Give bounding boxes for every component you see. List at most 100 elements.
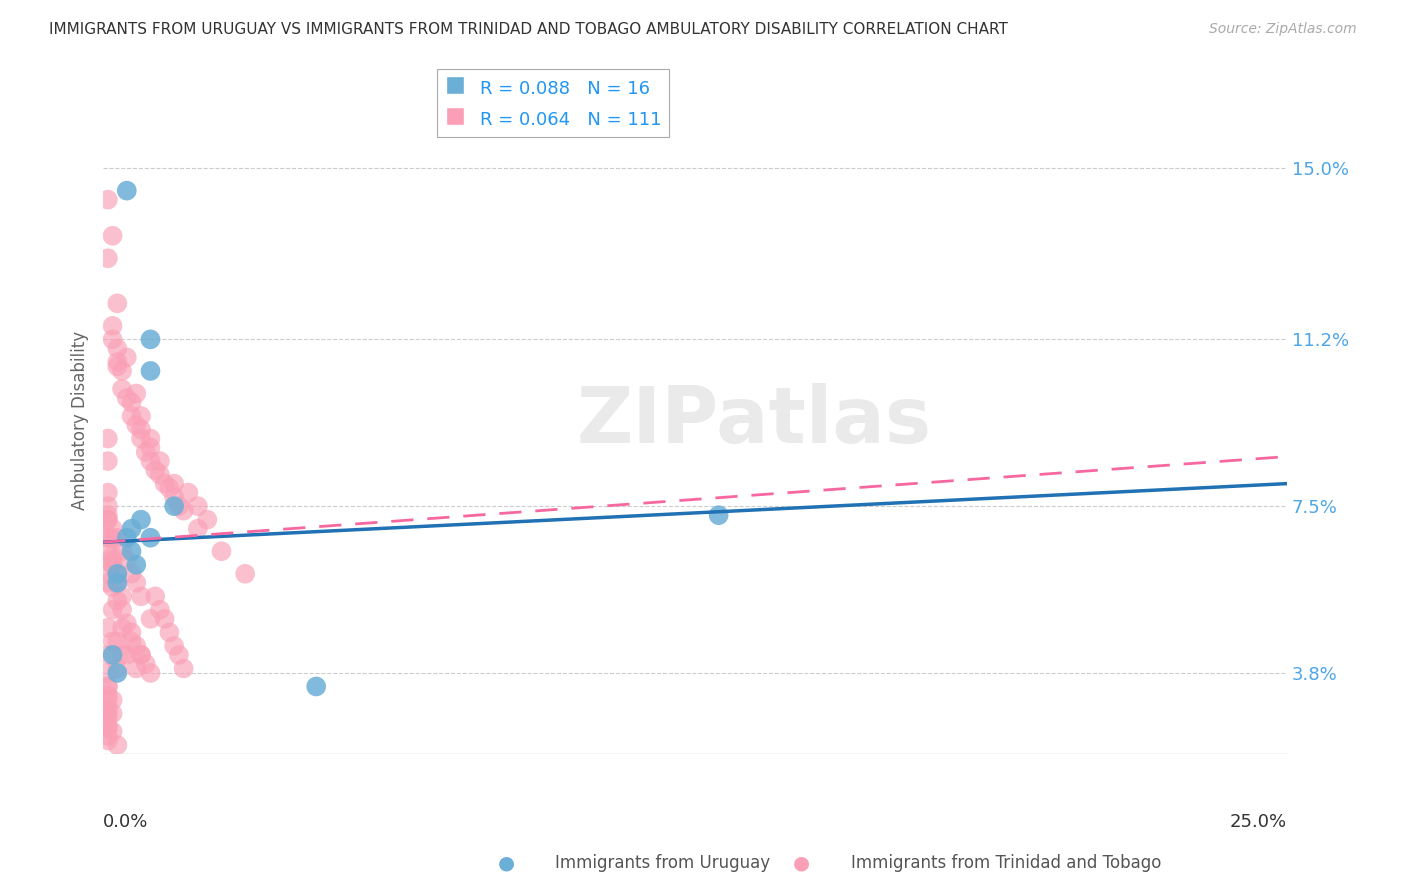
Point [163, 490, 186, 504]
Point [139, 432, 162, 446]
Point [135, 445, 157, 459]
Point [97, 513, 120, 527]
Point [97, 531, 120, 545]
Point [97, 193, 120, 207]
Point [139, 612, 162, 626]
Point [129, 432, 152, 446]
Point [105, 575, 128, 590]
Point [211, 544, 233, 558]
Point [101, 318, 124, 333]
Point [101, 580, 124, 594]
Point [139, 531, 162, 545]
Point [121, 634, 143, 648]
Point [97, 648, 120, 662]
Point [135, 657, 157, 671]
Point [101, 228, 124, 243]
Point [163, 499, 186, 513]
Point [121, 395, 143, 409]
Point [125, 558, 148, 572]
Point [125, 661, 148, 675]
Point [157, 481, 180, 495]
Point [101, 522, 124, 536]
Point [105, 738, 128, 752]
Point [129, 648, 152, 662]
Point [187, 522, 209, 536]
Point [177, 485, 200, 500]
Point [115, 531, 138, 545]
Point [125, 639, 148, 653]
Point [105, 594, 128, 608]
Point [101, 648, 124, 662]
Point [97, 693, 120, 707]
Point [143, 463, 166, 477]
Point [105, 575, 128, 590]
Point [111, 544, 134, 558]
Point [111, 590, 134, 604]
Point [101, 634, 124, 648]
Text: Immigrants from Uruguay: Immigrants from Uruguay [555, 855, 770, 872]
Point [139, 441, 162, 455]
Point [157, 625, 180, 640]
Point [121, 522, 143, 536]
Point [233, 566, 256, 581]
Legend: R = 0.088   N = 16, R = 0.064   N = 111: R = 0.088 N = 16, R = 0.064 N = 111 [437, 70, 669, 136]
Point [105, 296, 128, 310]
Point [707, 508, 730, 523]
Point [149, 467, 172, 482]
Point [129, 648, 152, 662]
Point [143, 590, 166, 604]
Point [97, 733, 120, 747]
Point [121, 625, 143, 640]
Point [115, 351, 138, 365]
Point [97, 706, 120, 721]
Point [129, 590, 152, 604]
Point [105, 566, 128, 581]
Point [97, 665, 120, 680]
Point [97, 531, 120, 545]
Point [105, 359, 128, 374]
Point [129, 513, 152, 527]
Point [105, 661, 128, 675]
Point [149, 603, 172, 617]
Point [173, 661, 195, 675]
Point [115, 553, 138, 567]
Point [111, 648, 134, 662]
Point [97, 711, 120, 725]
Point [97, 680, 120, 694]
Point [97, 499, 120, 513]
Text: Immigrants from Trinidad and Tobago: Immigrants from Trinidad and Tobago [851, 855, 1161, 872]
Point [125, 417, 148, 432]
Point [153, 612, 176, 626]
Point [167, 499, 190, 513]
Point [97, 508, 120, 523]
Point [139, 364, 162, 378]
Text: ●: ● [793, 854, 810, 872]
Point [101, 553, 124, 567]
Point [167, 648, 190, 662]
Point [97, 720, 120, 734]
Point [121, 409, 143, 423]
Point [97, 689, 120, 703]
Point [97, 454, 120, 468]
Point [97, 729, 120, 743]
Point [105, 566, 128, 581]
Point [105, 634, 128, 648]
Text: ZIPatlas: ZIPatlas [576, 383, 932, 458]
Point [115, 391, 138, 405]
Point [101, 603, 124, 617]
Point [115, 616, 138, 631]
Point [111, 382, 134, 396]
Text: IMMIGRANTS FROM URUGUAY VS IMMIGRANTS FROM TRINIDAD AND TOBAGO AMBULATORY DISABI: IMMIGRANTS FROM URUGUAY VS IMMIGRANTS FR… [49, 22, 1008, 37]
Point [121, 544, 143, 558]
Point [97, 432, 120, 446]
Point [97, 566, 120, 581]
Point [101, 549, 124, 563]
Point [187, 499, 209, 513]
Point [101, 706, 124, 721]
Point [195, 513, 218, 527]
Point [105, 355, 128, 369]
Point [149, 454, 172, 468]
Point [101, 558, 124, 572]
Point [101, 724, 124, 739]
Point [125, 386, 148, 401]
